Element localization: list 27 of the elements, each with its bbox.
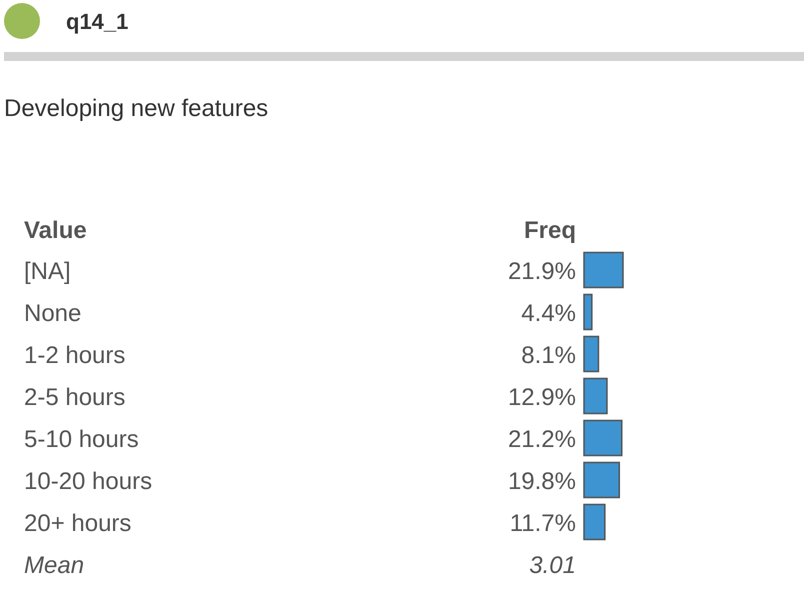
bar — [583, 504, 606, 540]
text: Mean — [24, 552, 84, 579]
data-label: 21.2% — [508, 426, 576, 453]
bar — [583, 378, 608, 414]
data-label: 11.7% — [510, 510, 576, 537]
y-tick-label: None — [24, 300, 82, 327]
y-tick-label: 1-2 hours — [24, 342, 126, 369]
data-label: 4.4% — [521, 300, 576, 327]
y-axis-title: Value — [24, 217, 87, 244]
x-axis-title: Freq — [524, 217, 576, 244]
y-tick-label: 20+ hours — [24, 510, 132, 537]
bar — [583, 336, 600, 372]
text: 3.01 — [529, 552, 576, 579]
y-tick-label: 10-20 hours — [24, 468, 152, 495]
data-label: 12.9% — [508, 384, 576, 411]
bar — [583, 420, 623, 456]
data-label: 8.1% — [521, 342, 576, 369]
bar — [583, 252, 624, 288]
bar — [583, 294, 593, 330]
y-tick-label: 5-10 hours — [24, 426, 139, 453]
text: Developing new features — [4, 95, 268, 122]
text: q14_1 — [66, 9, 128, 34]
data-label: 21.9% — [508, 258, 576, 285]
data-label: 19.8% — [508, 468, 576, 495]
y-tick-label: [NA] — [24, 258, 71, 285]
y-tick-label: 2-5 hours — [24, 384, 126, 411]
bar — [583, 462, 620, 498]
